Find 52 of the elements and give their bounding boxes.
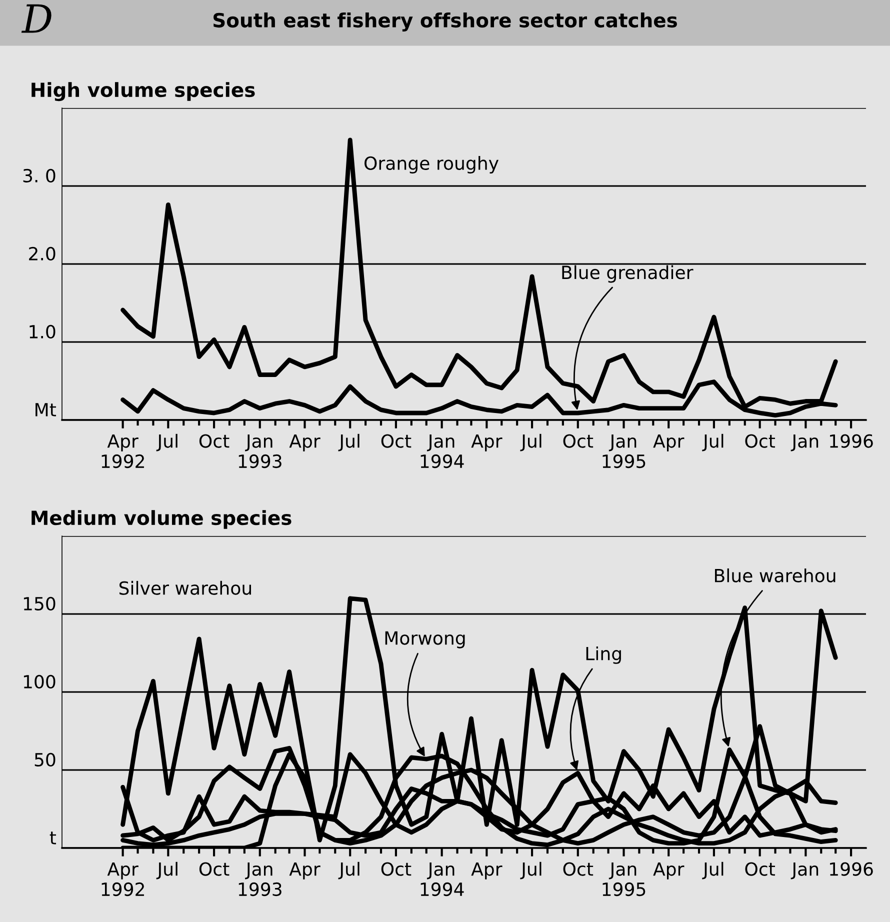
x-tick-label: Jan 1995 [602, 434, 646, 468]
text: Ling [586, 646, 621, 664]
text: Morwong [385, 631, 465, 648]
y-tick-label: 50 [34, 752, 56, 766]
x-tick-label: Oct [745, 862, 776, 876]
y-tick-label: Mt [36, 403, 56, 416]
x-tick-label: 1996 [830, 862, 873, 876]
y-tick-label: 100 [24, 674, 56, 688]
x-tick-label: Apr [653, 862, 684, 880]
y-tick-label: t [50, 832, 56, 844]
x-tick-label: Jan [790, 862, 818, 880]
text: Blue grenadier [562, 265, 694, 283]
x-tick-label: Jul [520, 862, 542, 880]
y-tick-label: 2.0 [29, 246, 56, 260]
x-tick-label: Jan 1995 [602, 862, 646, 896]
x-tick-label: Jul [702, 862, 724, 880]
text: D [21, 4, 52, 33]
x-tick-label: Oct [745, 434, 776, 448]
y-tick-label: 1.0 [30, 324, 56, 338]
series-label: Orange roughy [364, 156, 499, 174]
x-tick-label: Jul [156, 862, 178, 880]
y-tick-label: 3. 0 [23, 168, 56, 182]
x-tick-label: Jan 1993 [238, 862, 282, 896]
x-tick-label: Apr [289, 862, 320, 880]
x-tick-label: Apr [471, 862, 502, 880]
x-tick-label: Jan 1993 [238, 434, 282, 468]
x-tick-label: Apr 1992 [102, 434, 144, 468]
x-tick-label: Jul [156, 434, 178, 452]
x-tick-label: Apr [653, 434, 684, 452]
x-tick-label: Jul [338, 434, 360, 452]
x-tick-label: Jan [790, 434, 818, 452]
x-tick-label: Oct [381, 434, 412, 448]
y-tick-label: 150 [24, 596, 56, 610]
x-tick-label: Oct [563, 862, 594, 876]
x-tick-label: Jan 1994 [420, 862, 464, 896]
chart-title: South east fishery offshore sector catches [214, 12, 677, 32]
x-tick-label: Oct [381, 862, 412, 876]
x-tick-label: Jul [702, 434, 724, 452]
x-tick-label: Jul [520, 434, 542, 452]
x-tick-label: Oct [199, 862, 230, 876]
x-tick-label: Oct [199, 434, 230, 448]
text: Blue warehou [715, 568, 836, 582]
x-tick-label: Apr [471, 434, 502, 452]
x-tick-label: Oct [563, 434, 594, 448]
chart-subtitle: Medium volume species [32, 510, 292, 529]
x-tick-label: 1996 [830, 434, 873, 448]
x-tick-label: Apr 1992 [102, 862, 144, 896]
x-tick-label: Jan 1994 [420, 434, 464, 468]
x-tick-label: Jul [338, 862, 360, 880]
x-tick-label: Apr [289, 434, 320, 452]
chart-subtitle: High volume species [32, 82, 255, 102]
text: Silver warehou [119, 580, 251, 595]
